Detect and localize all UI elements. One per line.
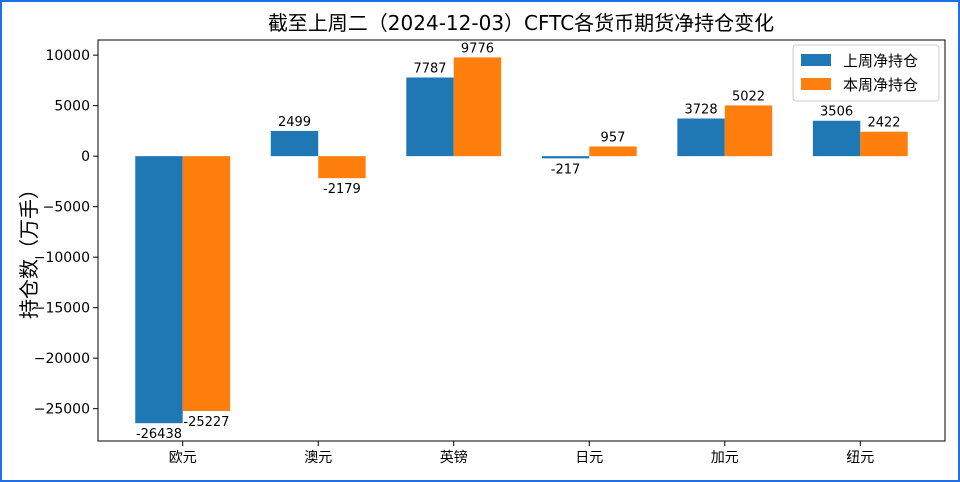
y-tick-label: −25000 <box>34 402 90 418</box>
x-tick-label: 纽元 <box>846 450 874 466</box>
data-label: 3728 <box>685 103 718 118</box>
bar <box>453 57 502 157</box>
data-label: 2422 <box>867 116 900 131</box>
x-tick-label: 加元 <box>711 450 739 466</box>
y-tick-label: 0 <box>81 149 90 165</box>
data-label: 7787 <box>413 62 446 77</box>
bar <box>812 120 861 157</box>
data-label: 3506 <box>820 105 853 120</box>
bar <box>677 118 725 157</box>
y-tick-label: −20000 <box>34 351 90 367</box>
legend-swatch <box>801 78 831 90</box>
data-label: 2499 <box>278 115 311 130</box>
y-tick-label: −5000 <box>43 200 90 216</box>
x-tick-label: 英镑 <box>440 449 468 466</box>
data-label: 9776 <box>461 41 494 56</box>
axes-frame <box>97 39 946 442</box>
y-tick-label: 5000 <box>54 99 90 115</box>
bar <box>589 146 637 157</box>
chart-title: 截至上周二（2024-12-03）CFTC各货币期货净持仓变化 <box>268 11 774 35</box>
y-axis-label: 持仓数（万手） <box>17 179 41 319</box>
data-label: 5022 <box>732 89 765 104</box>
legend-label: 上周净持仓 <box>843 52 918 70</box>
legend-swatch <box>801 54 831 66</box>
bar <box>135 156 183 424</box>
bar <box>724 105 773 157</box>
bar <box>182 156 231 411</box>
data-label: -25227 <box>183 415 229 430</box>
data-label: -217 <box>551 162 581 177</box>
bar <box>541 156 590 159</box>
data-label: -26438 <box>136 427 182 442</box>
bar <box>860 131 908 157</box>
bar <box>270 130 319 157</box>
x-tick-label: 日元 <box>575 450 603 466</box>
plot-area: 10000 5000 0 −5000 −10000 −15000 −20000 −25000 欧… <box>34 39 946 466</box>
data-label: 957 <box>601 130 626 145</box>
legend-label: 本周净持仓 <box>843 76 918 94</box>
data-label: -2179 <box>323 182 361 197</box>
y-tick-label: 10000 <box>45 48 90 64</box>
x-tick-label: 欧元 <box>169 450 197 466</box>
y-tick-label: −10000 <box>34 250 90 266</box>
x-tick-label: 澳元 <box>304 450 332 466</box>
bar <box>406 77 454 157</box>
y-tick-label: −15000 <box>34 301 90 317</box>
bar <box>318 156 366 179</box>
